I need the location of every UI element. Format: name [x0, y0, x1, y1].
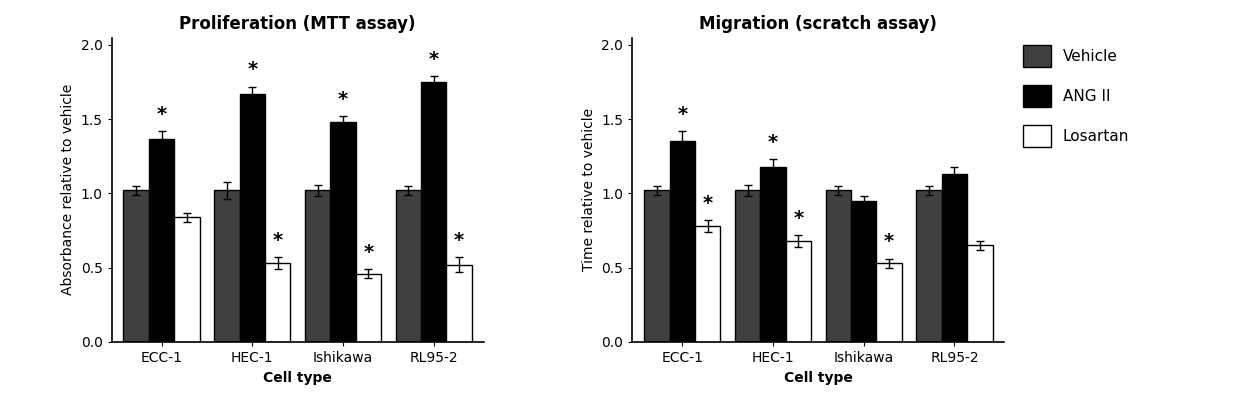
Text: *: * [884, 232, 894, 251]
Title: Migration (scratch assay): Migration (scratch assay) [699, 15, 937, 33]
Bar [124, 191, 149, 342]
Bar [645, 191, 670, 342]
Bar [760, 167, 786, 342]
Bar [826, 191, 851, 342]
Text: *: * [429, 50, 439, 69]
Bar [877, 263, 901, 342]
Bar [305, 191, 330, 342]
Bar [942, 174, 967, 342]
Bar [215, 191, 239, 342]
Bar [239, 94, 265, 342]
Legend: Vehicle, ANG II, Losartan: Vehicle, ANG II, Losartan [1023, 45, 1130, 147]
Text: *: * [677, 105, 687, 124]
Bar [851, 201, 877, 342]
Bar [694, 226, 720, 342]
Text: *: * [703, 194, 713, 213]
Text: *: * [794, 208, 804, 228]
Text: *: * [454, 231, 464, 250]
Text: *: * [273, 231, 283, 250]
Text: *: * [156, 105, 166, 124]
Bar [149, 138, 174, 342]
Bar [396, 191, 422, 342]
Text: *: * [768, 133, 777, 152]
Bar [330, 122, 356, 342]
Bar [786, 241, 811, 342]
X-axis label: Cell type: Cell type [784, 371, 853, 384]
Text: *: * [247, 60, 257, 79]
Bar [265, 263, 290, 342]
Title: Proliferation (MTT assay): Proliferation (MTT assay) [180, 15, 415, 33]
Bar [446, 265, 471, 342]
Bar [356, 274, 381, 342]
Y-axis label: Absorbance relative to vehicle: Absorbance relative to vehicle [61, 84, 74, 295]
Bar [670, 141, 694, 342]
Y-axis label: Time relative to vehicle: Time relative to vehicle [582, 108, 595, 271]
Bar [967, 246, 992, 342]
Text: *: * [339, 90, 348, 109]
Bar [916, 191, 942, 342]
X-axis label: Cell type: Cell type [263, 371, 332, 384]
Bar [174, 217, 200, 342]
Bar [735, 191, 760, 342]
Bar [422, 82, 446, 342]
Text: *: * [363, 243, 373, 262]
